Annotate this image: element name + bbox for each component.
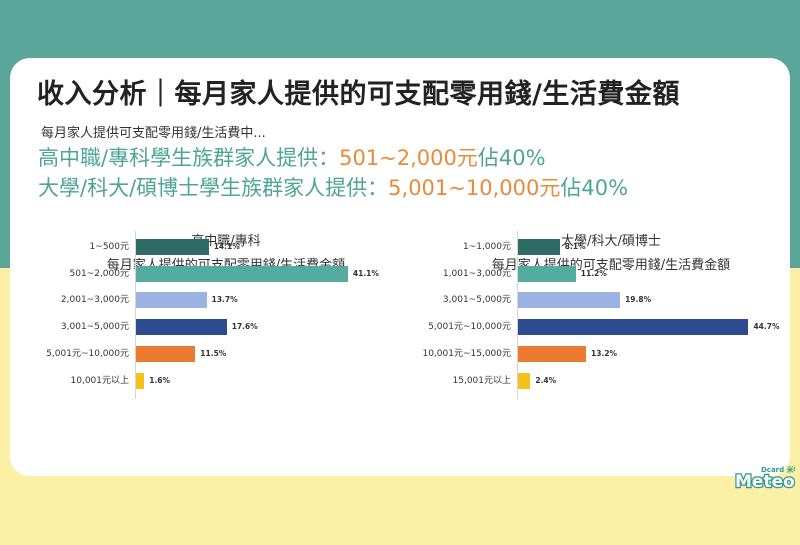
chart-university-value-label: 2.4% — [535, 375, 557, 385]
chart-university-row: 15,001元以上 2.4% — [453, 372, 800, 389]
chart-university-category-label: 10,001元~15,000元 — [422, 348, 511, 359]
highlight-university-suffix: 佔40% — [560, 176, 629, 200]
chart-highschool-bar — [136, 239, 209, 255]
highlight-highschool-value: 501~2,000元 — [339, 146, 478, 170]
chart-highschool-row: 5,001元~10,000元 11.5% — [46, 345, 465, 362]
highlight-university-value: 5,001~10,000元 — [388, 176, 561, 200]
chart-university-bars: 1~1,000元 8.1% 1,001~3,000元 11.2% 3,001~5,000… — [422, 231, 800, 399]
chart-university-row: 5,001元~10,000元 44.7% — [428, 319, 800, 336]
chart-highschool-value-label: 1.6% — [149, 375, 171, 385]
chart-university-category-label: 3,001~5,000元 — [442, 295, 511, 306]
chart-university-category-label: 5,001元~10,000元 — [428, 322, 511, 333]
logo-text: Meteor — [735, 472, 795, 491]
chart-highschool-bar — [136, 345, 196, 362]
chart-university-bar — [518, 265, 576, 282]
chart-highschool-axis — [135, 231, 136, 399]
highlight-highschool: 高中職/專科學生族群家人提供：501~2,000元佔40% — [38, 142, 546, 172]
chart-highschool-bar — [136, 319, 227, 336]
chart-university-category-label: 15,001元以上 — [452, 375, 512, 386]
chart-university-bar — [518, 292, 621, 309]
chart-highschool-row: 1~500元 14.1% — [90, 239, 465, 255]
chart-highschool-category-label: 10,001元以上 — [70, 375, 130, 386]
chart-university-value-label: 11.2% — [580, 268, 607, 278]
chart-highschool-row: 501~2,000元 41.1% — [70, 265, 465, 282]
chart-university-row: 1,001~3,000元 11.2% — [443, 265, 800, 282]
chart-university-bar — [518, 372, 531, 389]
highlight-university-prefix: 大學/科大/碩博士學生族群家人提供： — [38, 176, 389, 200]
chart-highschool-bar — [136, 372, 145, 389]
chart-university-axis — [517, 231, 518, 399]
chart-highschool-value-label: 13.7% — [211, 295, 238, 305]
chart-highschool-category-label: 3,001~5,000元 — [60, 322, 129, 333]
chart-highschool-category-label: 2,001~3,000元 — [60, 295, 129, 306]
chart-highschool-value-label: 17.6% — [231, 322, 258, 332]
highlight-university: 大學/科大/碩博士學生族群家人提供：5,001~10,000元佔40% — [38, 172, 628, 202]
chart-highschool-row: 2,001~3,000元 13.7% — [61, 292, 465, 309]
chart-highschool-value-label: 11.5% — [200, 348, 227, 358]
chart-highschool-row: 10,001元以上 1.6% — [71, 372, 465, 389]
content-card: 收入分析｜每月家人提供的可支配零用錢/生活費金額 每月家人提供可支配零用錢/生活… — [10, 58, 790, 476]
highlight-highschool-prefix: 高中職/專科學生族群家人提供： — [38, 146, 340, 170]
chart-highschool-category-label: 5,001元~10,000元 — [46, 348, 129, 359]
chart-university-title: 大學/科大/碩博士 — [561, 234, 661, 249]
logo-small-text: Dcard 米特 — [761, 465, 795, 474]
chart-university-value-label: 44.7% — [753, 322, 780, 332]
chart-highschool-value-label: 41.1% — [352, 268, 379, 278]
chart-university-row: 10,001元~15,000元 13.2% — [422, 345, 800, 362]
chart-highschool-row: 3,001~5,000元 17.6% — [61, 319, 465, 336]
intro-text: 每月家人提供可支配零用錢/生活費中... — [41, 126, 266, 141]
chart-highschool-value-label: 14.1% — [213, 242, 240, 251]
chart-highschool-bars: 1~500元 14.1% 501~2,000元 41.1% 2,001~3,000元 13… — [46, 231, 465, 399]
chart-highschool-category-label: 1~500元 — [89, 242, 129, 252]
chart-university-value-label: 13.2% — [591, 348, 618, 358]
chart-university-value-label: 19.8% — [625, 295, 652, 305]
chart-highschool-category-label: 501~2,000元 — [69, 268, 130, 279]
meteor-logo: Dcard 米特 Meteor — [734, 465, 795, 491]
chart-university-bar — [518, 239, 560, 255]
chart-university-category-label: 1,001~3,000元 — [442, 268, 511, 279]
chart-university-category-label: 1~1,000元 — [462, 242, 511, 252]
chart-university-row: 3,001~5,000元 19.8% — [443, 292, 800, 309]
chart-university-bar — [518, 319, 749, 336]
chart-university-row: 1~1,000元 8.1% — [463, 239, 800, 255]
chart-university-value-label: 8.1% — [564, 242, 586, 251]
chart-highschool-bar — [136, 265, 348, 282]
page-title: 收入分析｜每月家人提供的可支配零用錢/生活費金額 — [37, 79, 680, 110]
chart-university-bar — [518, 345, 587, 362]
highlight-highschool-suffix: 佔40% — [477, 146, 546, 170]
chart-highschool-bar — [136, 292, 207, 309]
